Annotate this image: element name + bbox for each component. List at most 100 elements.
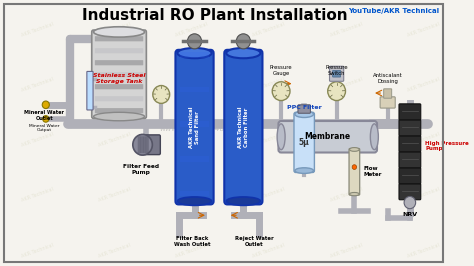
FancyBboxPatch shape xyxy=(95,108,143,113)
Text: Flow
Meter: Flow Meter xyxy=(363,166,382,177)
Ellipse shape xyxy=(277,124,285,150)
FancyBboxPatch shape xyxy=(95,60,143,65)
FancyBboxPatch shape xyxy=(138,136,141,153)
FancyBboxPatch shape xyxy=(95,72,143,77)
Text: PPC Filter: PPC Filter xyxy=(287,105,321,110)
Text: Stainless Steel
Storage Tank: Stainless Steel Storage Tank xyxy=(93,73,146,84)
Text: Mineral Water
Outlet: Mineral Water Outlet xyxy=(25,110,64,121)
Text: AKR Technical: AKR Technical xyxy=(329,22,363,38)
Text: AKR Technical: AKR Technical xyxy=(20,22,54,38)
Ellipse shape xyxy=(349,193,359,196)
FancyBboxPatch shape xyxy=(399,120,421,136)
Text: AKR Technical: AKR Technical xyxy=(406,187,440,203)
Text: www.aeetechs4u.com: www.aeetechs4u.com xyxy=(159,124,243,133)
FancyBboxPatch shape xyxy=(329,66,344,81)
Text: Reject Water
Outlet: Reject Water Outlet xyxy=(235,236,274,247)
FancyBboxPatch shape xyxy=(380,97,395,108)
Text: AKR Technical: AKR Technical xyxy=(406,132,440,148)
Text: Mineral Water
Output: Mineral Water Output xyxy=(29,124,60,132)
Bar xyxy=(180,52,209,58)
Ellipse shape xyxy=(93,112,145,121)
Text: AKR Technical: AKR Technical xyxy=(174,132,208,148)
Text: AKR Technical: AKR Technical xyxy=(406,242,440,259)
Ellipse shape xyxy=(295,111,313,118)
FancyBboxPatch shape xyxy=(399,168,421,184)
FancyBboxPatch shape xyxy=(399,136,421,152)
FancyBboxPatch shape xyxy=(95,96,143,101)
FancyBboxPatch shape xyxy=(333,70,341,77)
Text: AKR Technical
Carbon Filter: AKR Technical Carbon Filter xyxy=(238,106,249,148)
Circle shape xyxy=(404,197,416,209)
Text: AKR Technical: AKR Technical xyxy=(174,242,208,259)
Circle shape xyxy=(133,134,152,155)
Text: AKR Technical: AKR Technical xyxy=(252,132,285,148)
FancyBboxPatch shape xyxy=(140,136,144,153)
FancyBboxPatch shape xyxy=(294,112,314,172)
Text: AKR Technical: AKR Technical xyxy=(97,187,131,203)
Text: YouTube/AKR Technical: YouTube/AKR Technical xyxy=(347,9,439,14)
Circle shape xyxy=(43,116,49,122)
FancyBboxPatch shape xyxy=(95,48,143,53)
Text: AKR Technical: AKR Technical xyxy=(174,22,208,38)
Bar xyxy=(180,122,209,127)
FancyBboxPatch shape xyxy=(87,72,93,110)
FancyBboxPatch shape xyxy=(298,105,310,113)
Bar xyxy=(180,156,209,162)
Text: AKR Technical: AKR Technical xyxy=(20,242,54,259)
Text: AKR Technical
Sand Filter: AKR Technical Sand Filter xyxy=(189,106,200,148)
FancyBboxPatch shape xyxy=(139,135,160,155)
FancyBboxPatch shape xyxy=(224,50,263,205)
Text: High Pressure
Pump: High Pressure Pump xyxy=(425,141,469,151)
Text: AKR Technical: AKR Technical xyxy=(329,132,363,148)
Ellipse shape xyxy=(370,124,378,150)
Ellipse shape xyxy=(226,197,261,205)
FancyBboxPatch shape xyxy=(399,104,421,120)
Text: Antiscalant
Dossing: Antiscalant Dossing xyxy=(373,73,402,84)
Bar xyxy=(180,87,209,93)
Text: AKR Technical: AKR Technical xyxy=(174,77,208,93)
Text: AKR Technical: AKR Technical xyxy=(252,187,285,203)
Text: 5μ: 5μ xyxy=(299,138,310,147)
Text: AKR Technical: AKR Technical xyxy=(329,187,363,203)
Ellipse shape xyxy=(349,148,359,151)
Text: Pressure
Gauge: Pressure Gauge xyxy=(270,65,292,76)
FancyBboxPatch shape xyxy=(278,121,377,152)
FancyBboxPatch shape xyxy=(146,136,149,153)
Text: AKR Technical: AKR Technical xyxy=(329,77,363,93)
Circle shape xyxy=(328,82,346,101)
Bar xyxy=(180,191,209,197)
Text: AKR Technical: AKR Technical xyxy=(252,242,285,259)
Text: AKR Technical: AKR Technical xyxy=(174,187,208,203)
Text: Filter Feed
Pump: Filter Feed Pump xyxy=(123,164,159,175)
Text: AKR Technical: AKR Technical xyxy=(406,77,440,93)
Text: AKR Technical: AKR Technical xyxy=(20,187,54,203)
Text: AKR Technical: AKR Technical xyxy=(97,242,131,259)
Text: AKR Technical: AKR Technical xyxy=(20,77,54,93)
Ellipse shape xyxy=(93,27,145,37)
FancyBboxPatch shape xyxy=(175,50,214,205)
FancyBboxPatch shape xyxy=(95,36,143,41)
Ellipse shape xyxy=(295,168,313,173)
FancyBboxPatch shape xyxy=(92,30,146,118)
FancyBboxPatch shape xyxy=(399,152,421,168)
Text: AKR Technical: AKR Technical xyxy=(252,77,285,93)
FancyBboxPatch shape xyxy=(383,89,392,98)
Ellipse shape xyxy=(177,197,211,205)
Text: AKR Technical: AKR Technical xyxy=(252,22,285,38)
Text: Filter Back
Wash Outlet: Filter Back Wash Outlet xyxy=(174,236,210,247)
Ellipse shape xyxy=(226,48,261,58)
Text: AKR Technical: AKR Technical xyxy=(97,132,131,148)
Text: Industrial RO Plant Installation: Industrial RO Plant Installation xyxy=(82,9,347,23)
Text: AKR Technical: AKR Technical xyxy=(329,242,363,259)
FancyBboxPatch shape xyxy=(95,84,143,89)
FancyBboxPatch shape xyxy=(349,148,360,195)
Circle shape xyxy=(42,101,49,109)
FancyBboxPatch shape xyxy=(399,184,421,200)
FancyBboxPatch shape xyxy=(143,136,146,153)
Circle shape xyxy=(187,34,201,49)
Text: AKR Technical: AKR Technical xyxy=(97,22,131,38)
Circle shape xyxy=(352,165,356,169)
Text: AKR Technical: AKR Technical xyxy=(20,132,54,148)
Text: Pressure
Switch: Pressure Switch xyxy=(325,65,348,76)
Text: NRV: NRV xyxy=(402,212,418,217)
